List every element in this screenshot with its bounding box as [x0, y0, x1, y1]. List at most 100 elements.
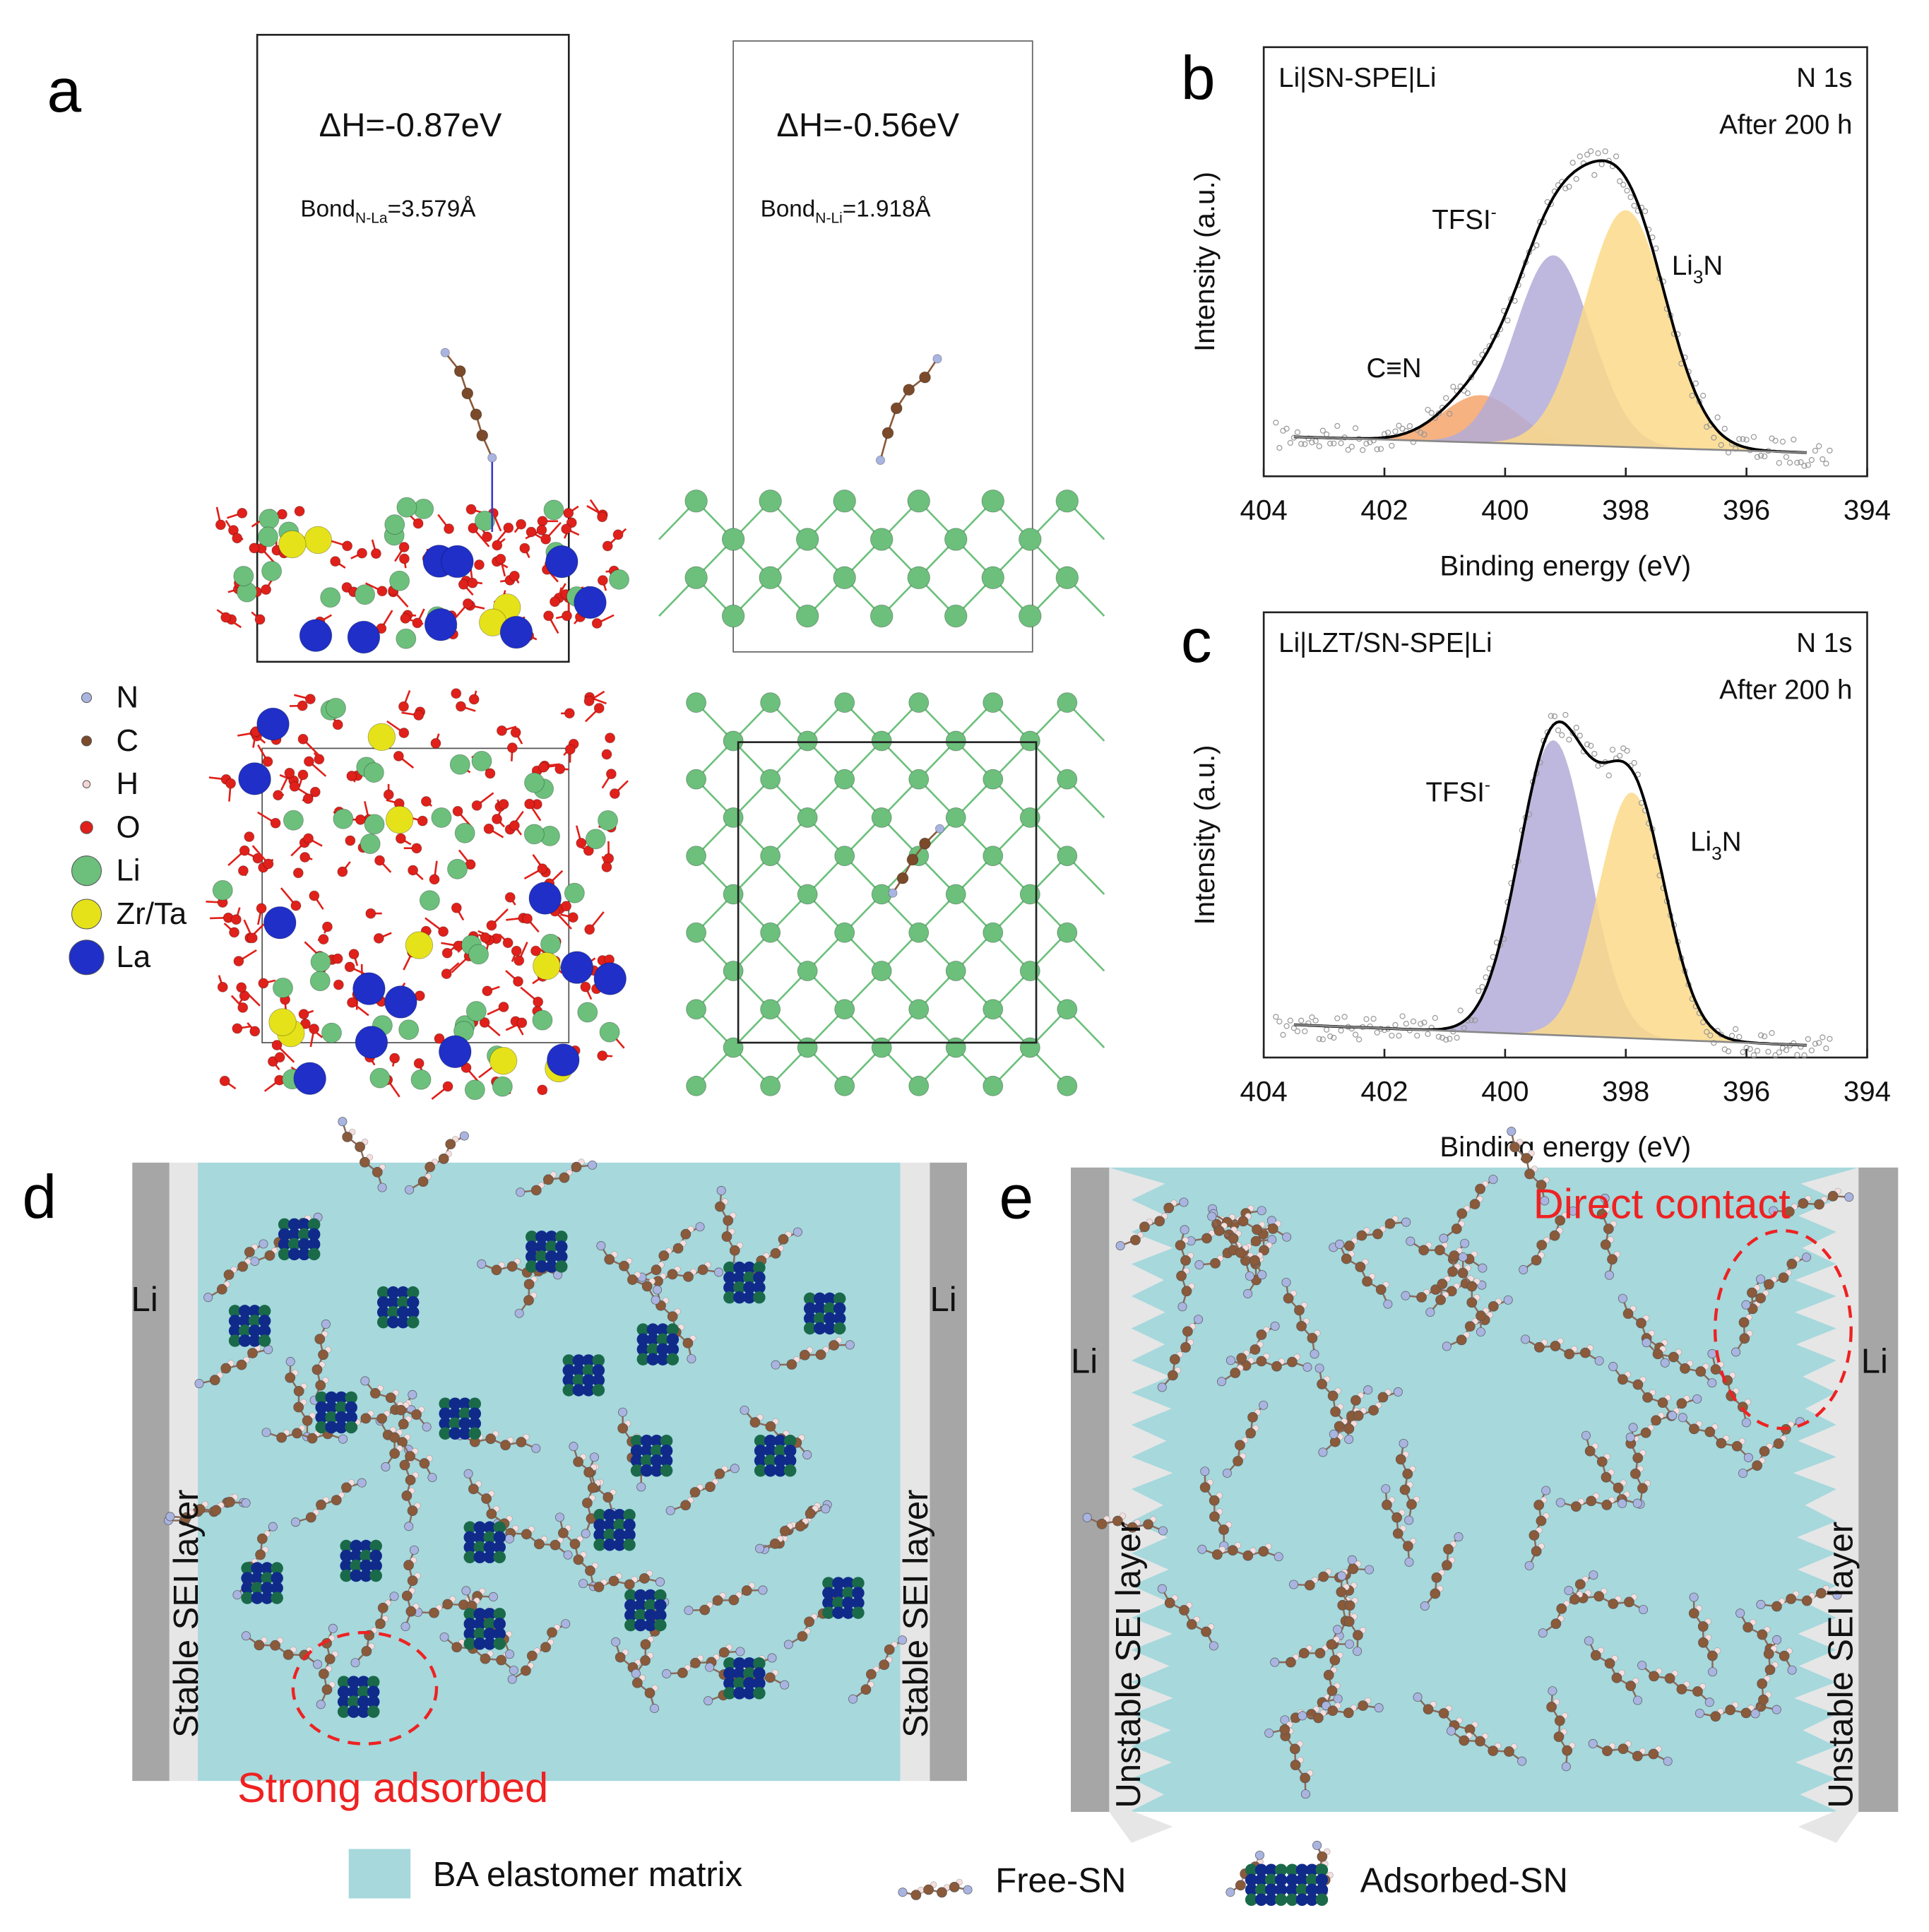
c-atom	[1464, 1321, 1476, 1332]
o-atom	[420, 796, 432, 807]
o-atom	[509, 820, 520, 831]
data-point	[1374, 446, 1380, 453]
c-atom	[1418, 1245, 1430, 1256]
o-atom	[373, 932, 384, 944]
data-point	[1786, 459, 1793, 466]
legend-label-c: C	[117, 723, 139, 758]
c-atom	[1632, 1452, 1644, 1464]
o-atom	[374, 855, 385, 866]
particle-atom	[1315, 1863, 1329, 1876]
n-atom	[1555, 1498, 1565, 1507]
particle-atom	[723, 1261, 736, 1274]
c-atom	[1457, 1267, 1468, 1279]
n-atom	[338, 1117, 348, 1127]
particle-atom	[248, 1334, 261, 1347]
li-atom	[1019, 807, 1040, 828]
sn-molecule-atom	[934, 824, 945, 834]
c-atom	[425, 1161, 436, 1173]
n-atom	[1335, 1239, 1345, 1249]
c-atom	[376, 1413, 387, 1424]
c-atom	[311, 1364, 323, 1375]
particle-atom	[258, 1334, 271, 1347]
n-atom	[1329, 1429, 1339, 1439]
particle-atom	[345, 1411, 357, 1424]
particle-atom	[852, 1577, 865, 1589]
particle-atom	[258, 1315, 271, 1327]
n-atom	[1257, 1206, 1266, 1216]
n-atom	[488, 1592, 498, 1601]
particle-atom	[852, 1587, 865, 1599]
particle-atom	[822, 1596, 835, 1609]
c-atom	[550, 1539, 561, 1551]
particle-atom	[345, 1391, 357, 1404]
particle-atom	[325, 1401, 338, 1414]
n-atom	[409, 1545, 419, 1555]
n-atom	[1708, 1667, 1718, 1677]
particle-atom	[644, 1599, 657, 1612]
n-atom	[1180, 1225, 1189, 1235]
particle-atom	[833, 1292, 846, 1305]
sn-molecule-atom	[932, 354, 942, 364]
panel-label-e: e	[999, 1163, 1034, 1232]
particle-atom	[773, 1444, 787, 1457]
c-atom	[1377, 1392, 1389, 1403]
la-atom	[547, 1043, 580, 1077]
c-atom	[1553, 1731, 1565, 1742]
o-atom	[393, 750, 404, 761]
data-point	[1609, 747, 1616, 753]
particle-atom	[337, 1676, 350, 1688]
n-atom	[1404, 1557, 1414, 1567]
c-atom	[1652, 1349, 1663, 1360]
particle-atom	[238, 1305, 251, 1317]
particle-atom	[823, 1292, 836, 1305]
data-point	[1776, 460, 1782, 466]
data-point	[1377, 446, 1384, 452]
particle-atom	[468, 1397, 481, 1410]
data-point	[1595, 762, 1601, 769]
o-atom	[237, 507, 248, 518]
c-atom	[1329, 1654, 1341, 1666]
n-atom	[1177, 1302, 1187, 1312]
particle-atom	[555, 1260, 568, 1273]
c-atom	[1247, 1411, 1258, 1423]
particle-atom	[315, 1411, 328, 1424]
o-atom	[215, 519, 226, 531]
data-point	[1323, 1026, 1330, 1033]
annotation-after-200h: After 200 h	[1719, 109, 1852, 140]
particle-atom	[1286, 1863, 1299, 1876]
x-tick-label: 404	[1240, 1075, 1288, 1107]
n-atom	[1604, 1270, 1614, 1280]
li-atom	[449, 754, 470, 775]
n-atom	[1194, 1315, 1204, 1324]
li-atom	[723, 961, 744, 981]
particle-atom	[340, 1549, 352, 1563]
n-atom	[1772, 1635, 1782, 1644]
n-atom	[1207, 1211, 1217, 1221]
n-atom	[1318, 1447, 1328, 1457]
n-atom	[802, 1450, 812, 1459]
data-point	[1729, 1033, 1735, 1039]
c-atom	[1451, 1223, 1462, 1234]
particle-atom	[241, 1562, 254, 1575]
c-atom	[680, 1500, 691, 1511]
n-atom	[459, 1131, 469, 1141]
c-atom	[1435, 1294, 1446, 1305]
particle-atom	[449, 1397, 461, 1410]
particle-atom	[654, 1589, 667, 1602]
c-atom	[1271, 1361, 1282, 1372]
data-point	[1725, 1048, 1732, 1055]
c-atom	[795, 1521, 806, 1531]
c-atom	[1625, 1681, 1637, 1691]
o-atom	[303, 833, 314, 844]
data-point	[1566, 736, 1572, 743]
c-atom	[617, 1423, 629, 1434]
particle-atom	[822, 1606, 835, 1619]
particle-atom	[493, 1628, 506, 1640]
particle-atom	[773, 1464, 787, 1477]
c-atom	[523, 1279, 535, 1290]
o-atom	[471, 800, 482, 811]
c-atom	[1488, 1300, 1499, 1312]
particle-atom	[593, 1519, 606, 1531]
particle-atom	[297, 1218, 311, 1231]
li3n-sub: 3	[1711, 843, 1722, 864]
